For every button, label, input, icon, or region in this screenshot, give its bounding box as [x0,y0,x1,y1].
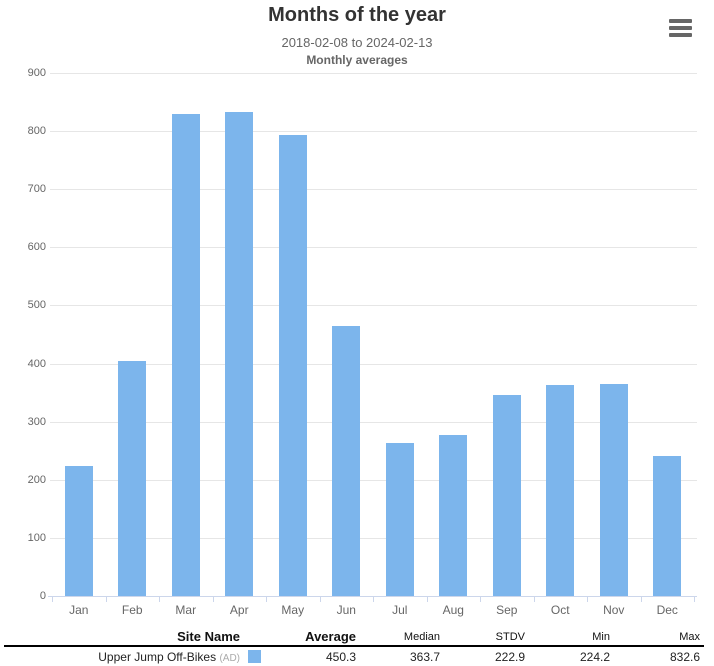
col-header-swatch [244,628,272,646]
site-name-suffix: (AD) [219,653,240,664]
x-axis-tick [159,596,160,602]
y-axis-label-500: 500 [27,299,46,312]
y-axis-label-0: 0 [39,590,46,602]
y-axis-label-800: 800 [27,125,46,138]
y-gridline-600 [50,247,697,249]
x-axis-label-jul: Jul [392,603,408,617]
max-value: 832.6 [669,650,700,664]
bar-jun[interactable] [332,325,361,596]
bar-aug[interactable] [439,435,468,596]
x-axis-tick [212,596,214,602]
bar-sep[interactable] [492,394,521,596]
y-gridline-900 [50,73,697,74]
x-axis-tick [426,596,428,602]
stats-table-wrap: Site Name Average Median STDV Min Max Up… [4,628,706,666]
stdv-value: 222.9 [494,650,525,664]
x-axis-label-sep: Sep [496,603,518,617]
chart-title: Months of the year [268,4,446,26]
average-value: 450.3 [325,650,356,664]
x-axis-label-aug: Aug [442,603,464,617]
x-axis-label-dec: Dec [656,603,678,617]
y-axis-label-900: 900 [27,67,46,79]
x-axis-tick [587,596,588,602]
y-gridline-700 [50,189,697,191]
y-axis-label-200: 200 [27,473,46,486]
stats-table: Site Name Average Median STDV Min Max Up… [4,628,704,666]
hamburger-menu-icon [669,19,695,37]
x-axis-label-apr: Apr [229,603,249,617]
y-gridline-800 [50,131,697,133]
bar-mar[interactable] [171,114,200,596]
x-axis-tick [266,596,267,602]
col-header-site-name: Site Name [177,629,240,644]
y-axis-label-400: 400 [27,357,46,370]
x-axis-tick [105,596,107,602]
bar-dec[interactable] [653,455,682,596]
site-name-cell: Upper Jump Off-Bikes (AD) [4,646,244,666]
y-gridline-400 [50,363,697,365]
bar-feb[interactable] [118,361,147,596]
x-axis-label-feb: Feb [121,603,143,617]
x-axis-tick [694,596,695,602]
bar-apr[interactable] [225,112,254,596]
x-axis-label-nov: Nov [603,603,625,617]
bar-oct[interactable] [546,385,575,596]
export-menu-button[interactable] [669,15,695,41]
col-header-min: Min [592,630,610,643]
stats-row-upper-jump-off-bikes: Upper Jump Off-Bikes (AD) 450.3 363.7 22… [4,646,704,666]
x-axis-label-may: May [281,603,305,617]
y-gridline-200 [50,479,697,481]
bar-jan[interactable] [64,465,93,596]
bar-nov[interactable] [599,383,628,596]
series-swatch-cell [244,646,272,666]
col-header-average: Average [305,629,356,644]
chart-subtitle-date-range: 2018-02-08 to 2024-02-13 [281,35,433,50]
stats-header-row: Site Name Average Median STDV Min Max [4,628,704,646]
x-axis-tick [533,596,535,602]
y-gridline-500 [50,305,697,307]
min-value: 224.2 [579,650,610,664]
y-axis-label-700: 700 [27,183,46,196]
bar-may[interactable] [278,134,307,596]
y-axis-label-100: 100 [27,531,46,544]
y-axis-label-300: 300 [27,415,46,428]
x-axis-label-oct: Oct [550,603,570,617]
y-axis-label-600: 600 [27,241,46,254]
col-header-max: Max [679,630,700,643]
col-header-median: Median [403,630,440,643]
y-gridline-300 [50,421,697,423]
x-axis-label-mar: Mar [175,603,197,617]
x-axis-tick [480,596,481,602]
series-color-swatch[interactable] [248,650,261,664]
y-gridline-100 [50,537,697,539]
x-axis-line [48,596,697,597]
chart-subtitle-monthly-averages: Monthly averages [306,53,408,67]
col-header-stdv: STDV [495,630,525,643]
plot-area: 0 100 200 300 400 500 600 700 800 900 Jan Feb Mar Apr… [27,67,697,617]
x-axis-tick [52,596,53,602]
site-name-text: Upper Jump Off-Bikes [98,650,217,664]
x-axis-tick [373,596,374,602]
bar-jul[interactable] [385,443,414,596]
x-axis-label-jun: Jun [336,603,356,617]
x-axis-label-jan: Jan [69,603,89,617]
x-axis-tick [640,596,642,602]
x-axis-tick [319,596,321,602]
median-value: 363.7 [409,650,440,664]
